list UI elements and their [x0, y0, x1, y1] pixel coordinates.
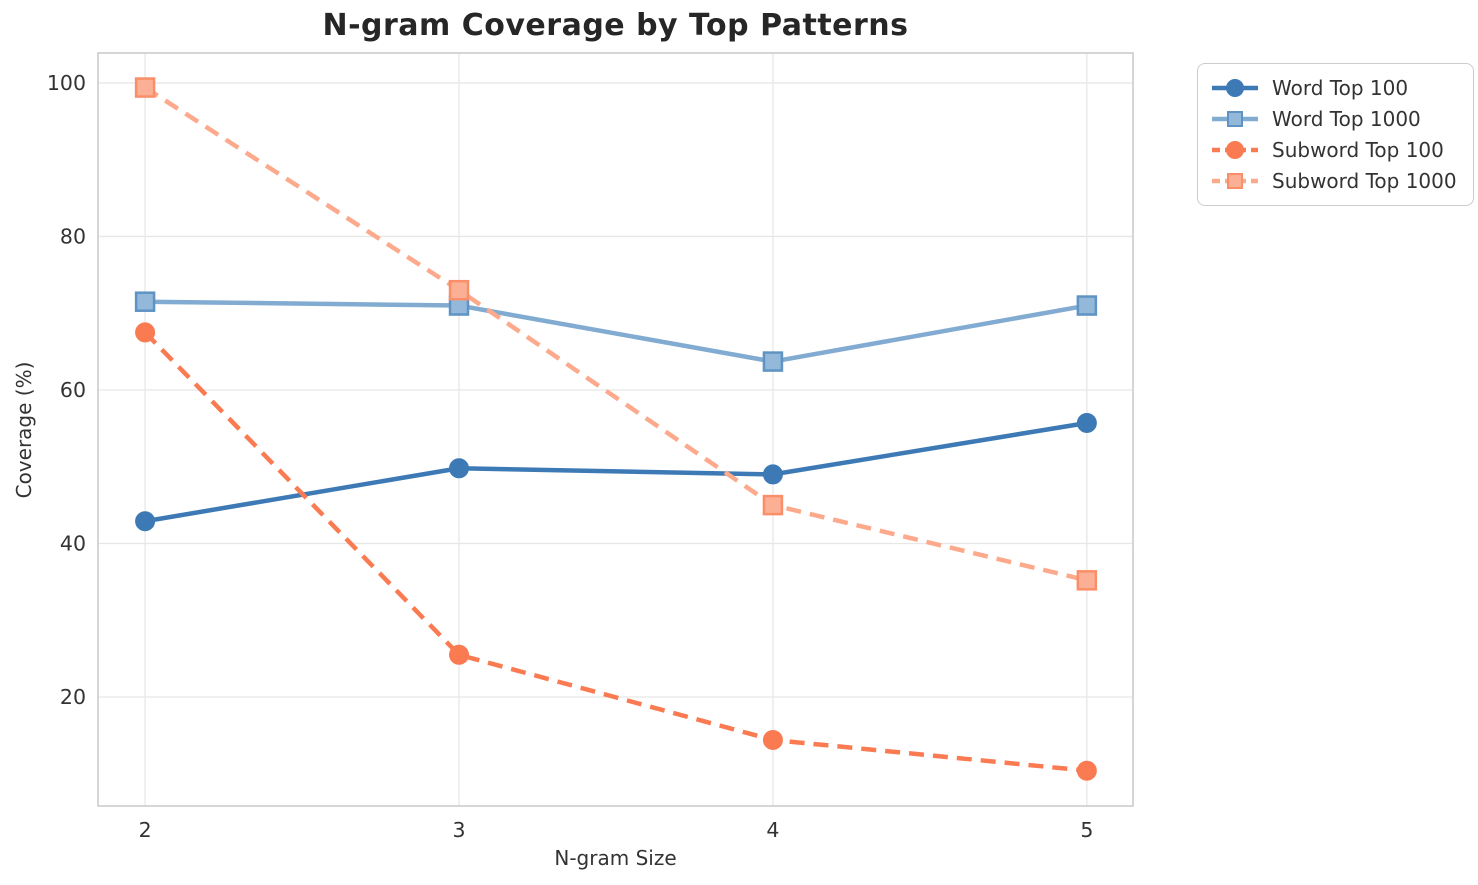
- series-line-subword-top-100: [143, 330, 1088, 773]
- legend-item: Word Top 100: [1210, 76, 1457, 100]
- x-tick-label: 2: [139, 818, 152, 842]
- x-tick-label: 5: [1080, 818, 1093, 842]
- y-tick-label: 80: [60, 224, 86, 248]
- series-line-word-top-100: [144, 420, 1088, 524]
- data-point: [135, 322, 156, 343]
- y-tick-label: 20: [60, 685, 86, 709]
- legend-swatch-circle-icon: [1212, 141, 1258, 159]
- data-point: [762, 494, 784, 516]
- legend-swatch-square-icon: [1212, 173, 1258, 189]
- y-tick-label: 40: [60, 531, 86, 555]
- y-tick-label: 100: [47, 71, 86, 95]
- data-point: [1076, 412, 1097, 433]
- data-point: [449, 458, 470, 479]
- legend-label: Word Top 100: [1272, 76, 1409, 100]
- y-tick-label: 60: [60, 378, 86, 402]
- series-line-word-top-1000: [145, 299, 1088, 364]
- legend-swatch-square-icon: [1212, 111, 1258, 127]
- series-line-subword-top-1000: [143, 85, 1088, 583]
- data-point: [134, 77, 156, 98]
- plot-border: [97, 52, 1134, 807]
- legend-label: Subword Top 100: [1272, 138, 1444, 162]
- legend-label: Subword Top 1000: [1272, 169, 1457, 193]
- legend-item: Subword Top 1000: [1210, 169, 1457, 193]
- data-point: [762, 729, 783, 750]
- legend-swatch-circle-icon: [1212, 79, 1258, 97]
- data-point: [1076, 760, 1097, 781]
- legend-label: Word Top 1000: [1272, 107, 1421, 131]
- data-point: [135, 511, 156, 532]
- data-point: [762, 351, 784, 372]
- data-point: [1076, 295, 1098, 316]
- x-tick-label: 4: [766, 818, 779, 842]
- legend-box: Word Top 100 Word Top 1000 Subword Top 100…: [1197, 63, 1474, 206]
- data-point: [134, 291, 156, 312]
- legend-item: Word Top 1000: [1210, 107, 1457, 131]
- chart-title: N-gram Coverage by Top Patterns: [322, 8, 909, 43]
- data-point: [762, 464, 783, 485]
- data-point: [1076, 570, 1098, 591]
- data-point: [449, 644, 470, 665]
- data-point: [448, 279, 470, 301]
- x-tick-label: 3: [452, 818, 465, 842]
- legend-item: Subword Top 100: [1210, 138, 1457, 162]
- x-axis-label: N-gram Size: [554, 846, 677, 870]
- y-axis-label: Coverage (%): [12, 361, 36, 499]
